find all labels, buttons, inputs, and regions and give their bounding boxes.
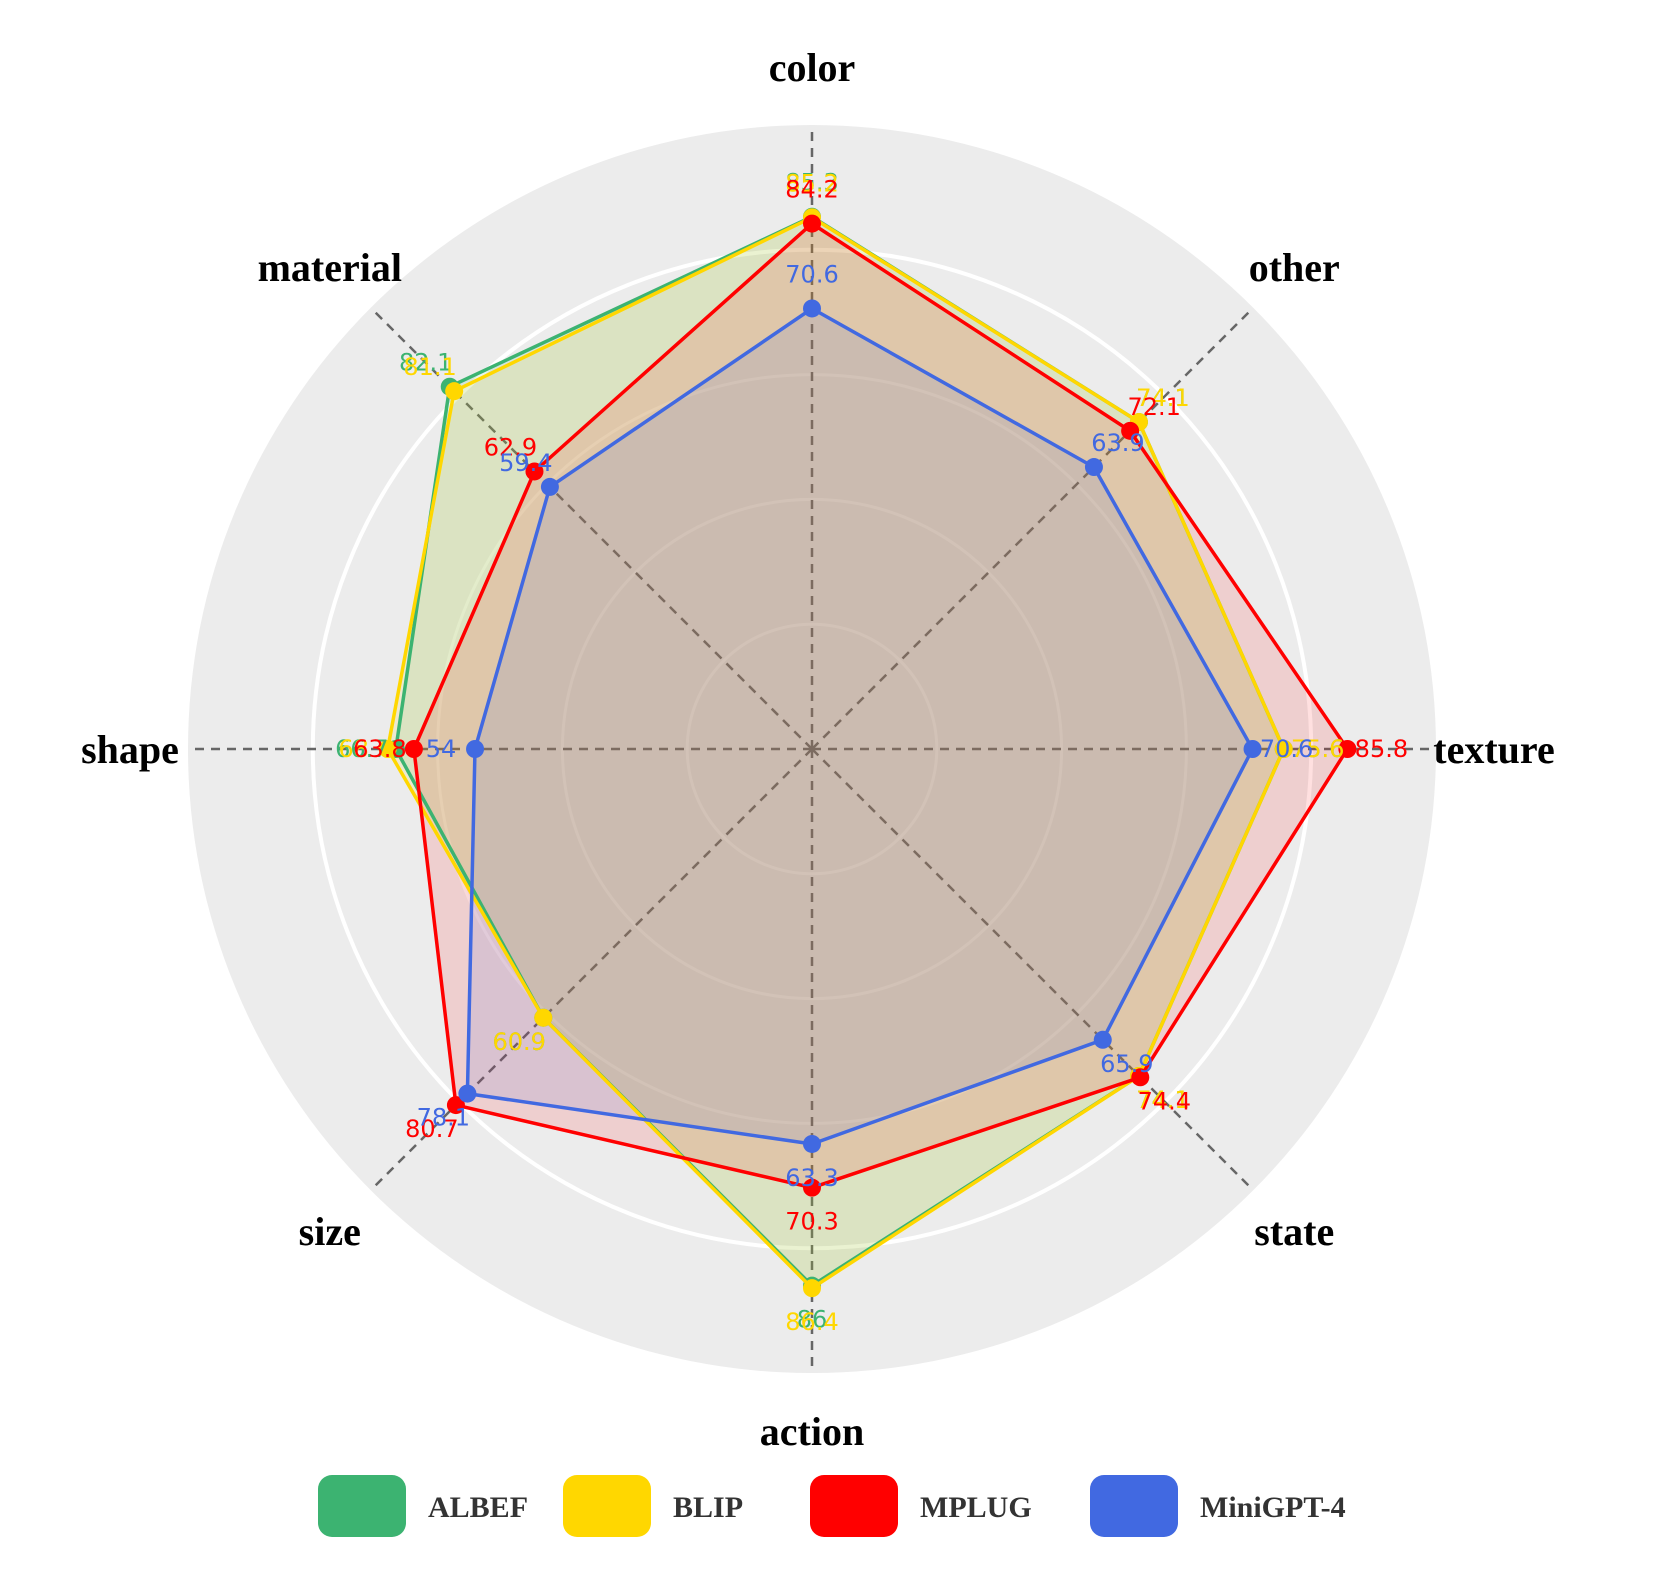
axis-spoke-size bbox=[369, 748, 813, 1192]
point-MiniGPT-4-color bbox=[803, 299, 821, 318]
axis-label-action: action bbox=[760, 1409, 864, 1454]
point-MPLUG-size bbox=[446, 1096, 465, 1115]
value-label-MPLUG-other: 72.1 bbox=[1127, 393, 1180, 421]
value-label-BLIP-size: 60.9 bbox=[493, 1028, 546, 1056]
value-label-MPLUG-material: 62.9 bbox=[484, 433, 537, 461]
value-label-BLIP-material: 81.1 bbox=[403, 353, 456, 381]
legend-label-MiniGPT-4: MiniGPT-4 bbox=[1200, 1491, 1346, 1524]
value-label-MPLUG-action: 70.3 bbox=[785, 1208, 838, 1236]
value-label-ALBEF-material: 82.1 bbox=[399, 349, 452, 377]
point-BLIP-action bbox=[803, 1279, 821, 1298]
axis-label-material: material bbox=[258, 245, 402, 290]
point-BLIP-material bbox=[445, 382, 464, 401]
legend-swatch-BLIP bbox=[563, 1475, 651, 1537]
axis-label-state: state bbox=[1254, 1209, 1334, 1254]
axis-label-size: size bbox=[299, 1209, 361, 1254]
point-MiniGPT-4-material bbox=[540, 477, 559, 496]
value-label-BLIP-state: 74.1 bbox=[1136, 1086, 1189, 1114]
value-label-MiniGPT-4-shape: 54 bbox=[426, 735, 457, 763]
point-BLIP-shape bbox=[378, 740, 397, 758]
value-label-MiniGPT-4-material: 59.4 bbox=[499, 449, 552, 477]
axis-label-other: other bbox=[1249, 245, 1340, 290]
point-MPLUG-texture bbox=[1338, 740, 1357, 758]
legend-swatch-ALBEF bbox=[318, 1475, 406, 1537]
legend-label-BLIP: BLIP bbox=[673, 1491, 743, 1524]
value-label-BLIP-action: 86.4 bbox=[785, 1308, 838, 1336]
value-label-BLIP-other: 74.1 bbox=[1136, 384, 1189, 412]
value-label-MPLUG-state: 74.4 bbox=[1138, 1087, 1191, 1115]
legend-swatch-MiniGPT-4 bbox=[1090, 1475, 1178, 1537]
point-MPLUG-color bbox=[803, 214, 821, 233]
series-area-MiniGPT-4 bbox=[467, 308, 1253, 1144]
value-label-MiniGPT-4-other: 63.9 bbox=[1091, 429, 1144, 457]
series-area-MPLUG bbox=[413, 223, 1348, 1188]
value-label-MPLUG-shape: 63.8 bbox=[353, 735, 406, 763]
axis-spoke-state bbox=[811, 748, 1255, 1192]
point-MiniGPT-4-state bbox=[1093, 1030, 1112, 1049]
value-label-MiniGPT-4-state: 65.9 bbox=[1100, 1050, 1153, 1078]
series-area-ALBEF bbox=[395, 216, 1284, 1286]
value-label-MiniGPT-4-color: 70.6 bbox=[785, 260, 838, 288]
axis-spoke-other bbox=[811, 306, 1255, 750]
point-MPLUG-other bbox=[1121, 421, 1140, 440]
series-layer bbox=[378, 207, 1357, 1298]
point-BLIP-texture bbox=[1274, 740, 1293, 758]
value-label-ALBEF-size: 60.9 bbox=[493, 1028, 546, 1056]
value-label-MPLUG-size: 80.7 bbox=[405, 1115, 458, 1143]
value-label-ALBEF-color: 85.3 bbox=[785, 169, 838, 197]
point-MiniGPT-4-texture bbox=[1243, 740, 1262, 758]
series-area-BLIP bbox=[387, 217, 1284, 1289]
value-label-MPLUG-texture: 85.8 bbox=[1355, 735, 1408, 763]
value-label-MPLUG-color: 84.2 bbox=[785, 176, 838, 204]
value-label-ALBEF-other: 74.1 bbox=[1136, 384, 1189, 412]
value-label-MiniGPT-4-size: 78.1 bbox=[417, 1104, 470, 1132]
axis-labels: color other texture state action size shape mat… bbox=[81, 45, 1555, 1454]
value-labels: 85.374.175.674.18660.966.782.185.274.175… bbox=[335, 169, 1408, 1336]
value-label-ALBEF-action: 86 bbox=[797, 1306, 828, 1334]
value-label-BLIP-color: 85.2 bbox=[785, 169, 838, 197]
legend: ALBEF BLIP MPLUG MiniGPT-4 bbox=[318, 1475, 1346, 1537]
point-BLIP-size bbox=[534, 1008, 553, 1027]
value-label-MiniGPT-4-action: 63.3 bbox=[785, 1164, 838, 1192]
point-MPLUG-material bbox=[525, 462, 544, 481]
grid-circle bbox=[560, 497, 1064, 1001]
legend-swatch-MPLUG bbox=[810, 1475, 898, 1537]
legend-label-MPLUG: MPLUG bbox=[920, 1491, 1032, 1524]
axis-label-texture: texture bbox=[1433, 727, 1554, 772]
point-MPLUG-state bbox=[1131, 1068, 1150, 1087]
value-label-ALBEF-texture: 75.6 bbox=[1291, 735, 1344, 763]
axis-label-color: color bbox=[769, 45, 856, 90]
point-MiniGPT-4-shape bbox=[466, 740, 485, 758]
point-MPLUG-action bbox=[803, 1178, 821, 1197]
value-label-BLIP-texture: 75.6 bbox=[1291, 735, 1344, 763]
grid-circle bbox=[685, 622, 939, 876]
point-MiniGPT-4-other bbox=[1084, 458, 1103, 477]
value-label-MiniGPT-4-texture: 70.6 bbox=[1260, 735, 1313, 763]
point-MPLUG-shape bbox=[404, 740, 423, 758]
point-MiniGPT-4-size bbox=[458, 1084, 477, 1103]
axis-label-shape: shape bbox=[81, 727, 179, 772]
value-label-ALBEF-state: 74.1 bbox=[1136, 1086, 1189, 1114]
value-label-BLIP-shape: 68 bbox=[338, 735, 369, 763]
value-label-ALBEF-shape: 66.7 bbox=[335, 735, 388, 763]
point-MiniGPT-4-action bbox=[803, 1134, 821, 1153]
legend-label-ALBEF: ALBEF bbox=[428, 1491, 528, 1524]
